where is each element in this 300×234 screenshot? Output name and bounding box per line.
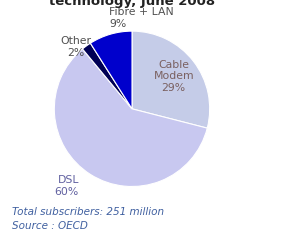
Text: Total subscribers: 251 million: Total subscribers: 251 million bbox=[12, 207, 164, 217]
Wedge shape bbox=[54, 49, 207, 186]
Wedge shape bbox=[132, 31, 210, 128]
Text: Source : OECD: Source : OECD bbox=[12, 221, 88, 231]
Wedge shape bbox=[82, 43, 132, 109]
Text: Fibre + LAN
9%: Fibre + LAN 9% bbox=[110, 7, 174, 29]
Text: DSL
60%: DSL 60% bbox=[55, 176, 79, 197]
Wedge shape bbox=[90, 31, 132, 109]
Text: Other
2%: Other 2% bbox=[61, 36, 92, 58]
Title: OECD Broadband subscriptions, by
technology, June 2008: OECD Broadband subscriptions, by technol… bbox=[2, 0, 262, 8]
Text: Cable
Modem
29%: Cable Modem 29% bbox=[153, 60, 194, 93]
